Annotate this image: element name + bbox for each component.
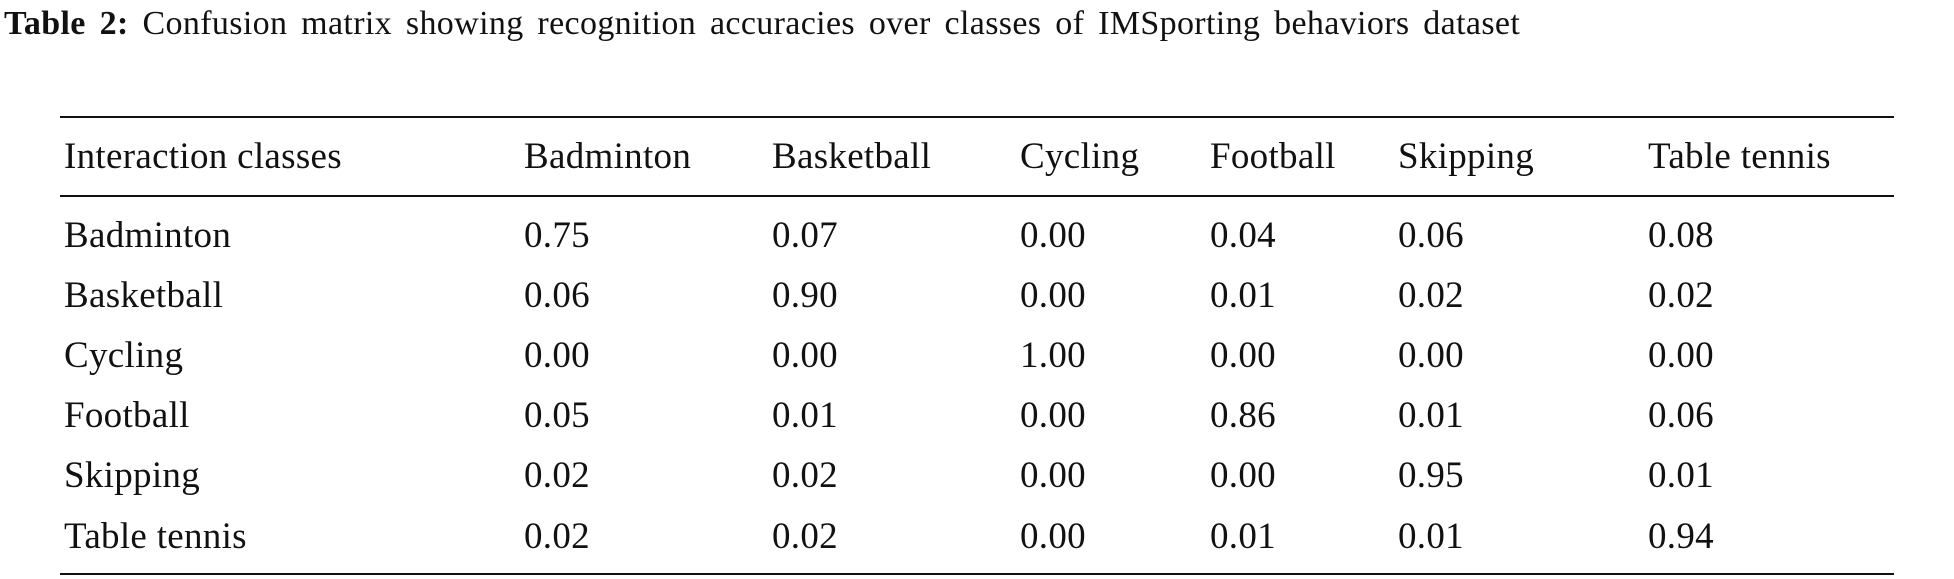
value-cell: 0.02	[524, 515, 590, 557]
value-cell: 0.02	[1398, 274, 1464, 316]
value-cell: 0.00	[1020, 274, 1086, 316]
value-cell: 0.01	[1210, 274, 1276, 316]
table-body: Badminton 0.75 0.07 0.00 0.04 0.06 0.08 …	[60, 196, 1894, 574]
value-cell: 0.02	[1648, 274, 1714, 316]
value-cell: 0.00	[1648, 334, 1714, 376]
row-label-cell: Table tennis	[64, 515, 247, 557]
row-label-cell: Cycling	[64, 334, 184, 376]
row-label-cell: Basketball	[64, 274, 224, 316]
value-cell: 0.00	[1020, 454, 1086, 496]
header-cell-cycling: Cycling	[1020, 136, 1140, 177]
value-cell: 0.00	[524, 334, 590, 376]
value-cell: 0.90	[772, 274, 838, 316]
row-label-cell: Skipping	[64, 454, 201, 496]
header-cell-interaction-classes: Interaction classes	[64, 136, 342, 177]
value-cell: 0.00	[1210, 454, 1276, 496]
table-row: Basketball 0.06 0.90 0.00 0.01 0.02 0.02	[60, 265, 1894, 325]
table-row: Football 0.05 0.01 0.00 0.86 0.01 0.06	[60, 385, 1894, 445]
value-cell: 0.00	[772, 334, 838, 376]
value-cell: 0.75	[524, 214, 590, 256]
table-row: Cycling 0.00 0.00 1.00 0.00 0.00 0.00	[60, 325, 1894, 385]
value-cell: 1.00	[1020, 334, 1086, 376]
value-cell: 0.86	[1210, 394, 1276, 436]
value-cell: 0.00	[1210, 334, 1276, 376]
table-caption: Table 2: Confusion matrix showing recogn…	[4, 0, 1950, 47]
caption-label: Table 2:	[4, 5, 129, 42]
confusion-matrix-table-container: Interaction classes Badminton Basketball…	[60, 116, 1894, 575]
table-row: Table tennis 0.02 0.02 0.00 0.01 0.01 0.…	[60, 505, 1894, 574]
value-cell: 0.01	[1648, 454, 1714, 496]
caption-text: Confusion matrix showing recognition acc…	[142, 5, 1521, 42]
value-cell: 0.01	[1398, 515, 1464, 557]
confusion-matrix-table: Interaction classes Badminton Basketball…	[60, 116, 1894, 575]
table-row: Skipping 0.02 0.02 0.00 0.00 0.95 0.01	[60, 445, 1894, 505]
table-header: Interaction classes Badminton Basketball…	[60, 117, 1894, 196]
value-cell: 0.02	[524, 454, 590, 496]
header-cell-skipping: Skipping	[1398, 136, 1535, 177]
value-cell: 0.00	[1020, 214, 1086, 256]
value-cell: 0.01	[772, 394, 838, 436]
value-cell: 0.01	[1398, 394, 1464, 436]
value-cell: 0.00	[1020, 515, 1086, 557]
value-cell: 0.94	[1648, 515, 1714, 557]
value-cell: 0.01	[1210, 515, 1276, 557]
value-cell: 0.02	[772, 454, 838, 496]
value-cell: 0.05	[524, 394, 590, 436]
value-cell: 0.06	[524, 274, 590, 316]
header-cell-badminton: Badminton	[524, 136, 692, 177]
value-cell: 0.00	[1398, 334, 1464, 376]
row-label-cell: Badminton	[64, 214, 232, 256]
value-cell: 0.00	[1020, 394, 1086, 436]
header-cell-football: Football	[1210, 136, 1336, 177]
value-cell: 0.08	[1648, 214, 1714, 256]
value-cell: 0.06	[1398, 214, 1464, 256]
value-cell: 0.06	[1648, 394, 1714, 436]
header-cell-basketball: Basketball	[772, 136, 932, 177]
value-cell: 0.02	[772, 515, 838, 557]
table-row: Badminton 0.75 0.07 0.00 0.04 0.06 0.08	[60, 196, 1894, 265]
value-cell: 0.07	[772, 214, 838, 256]
header-row: Interaction classes Badminton Basketball…	[60, 117, 1894, 196]
value-cell: 0.04	[1210, 214, 1276, 256]
row-label-cell: Football	[64, 394, 190, 436]
header-cell-table-tennis: Table tennis	[1648, 136, 1831, 177]
value-cell: 0.95	[1398, 454, 1464, 496]
